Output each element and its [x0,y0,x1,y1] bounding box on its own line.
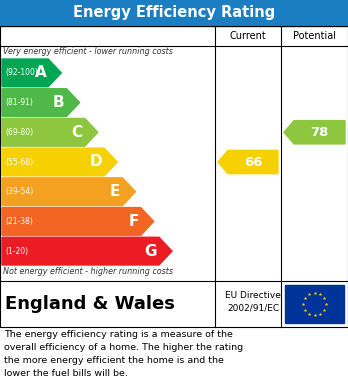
Polygon shape [2,89,80,117]
Bar [285,285,344,323]
Text: C: C [72,125,83,140]
Text: (55-68): (55-68) [5,158,33,167]
Text: 66: 66 [244,156,262,169]
Text: Energy Efficiency Rating: Energy Efficiency Rating [73,5,275,20]
Polygon shape [284,121,345,144]
Bar [0,0,348,26]
Text: E: E [110,184,120,199]
Text: England & Wales: England & Wales [5,295,175,313]
Text: (1-20): (1-20) [5,247,28,256]
Polygon shape [2,148,117,176]
Text: 78: 78 [310,126,329,139]
Text: D: D [89,154,102,170]
Bar [0,26,348,327]
Text: A: A [34,65,46,81]
Text: (92-100): (92-100) [5,68,38,77]
Polygon shape [2,178,135,206]
Text: Very energy efficient - lower running costs: Very energy efficient - lower running co… [3,47,173,56]
Text: The energy efficiency rating is a measure of the
overall efficiency of a home. T: The energy efficiency rating is a measur… [4,330,243,378]
Text: B: B [53,95,64,110]
Polygon shape [2,237,172,265]
Text: Potential: Potential [293,31,336,41]
Polygon shape [2,208,154,235]
Text: (81-91): (81-91) [5,98,33,107]
Text: Current: Current [230,31,266,41]
Text: (39-54): (39-54) [5,187,33,196]
Polygon shape [2,118,98,146]
Text: Not energy efficient - higher running costs: Not energy efficient - higher running co… [3,267,173,276]
Text: G: G [144,244,157,258]
Text: EU Directive
2002/91/EC: EU Directive 2002/91/EC [225,291,281,313]
Text: (69-80): (69-80) [5,128,33,137]
Polygon shape [2,59,61,87]
Text: (21-38): (21-38) [5,217,33,226]
Polygon shape [218,151,278,174]
Text: F: F [128,214,139,229]
